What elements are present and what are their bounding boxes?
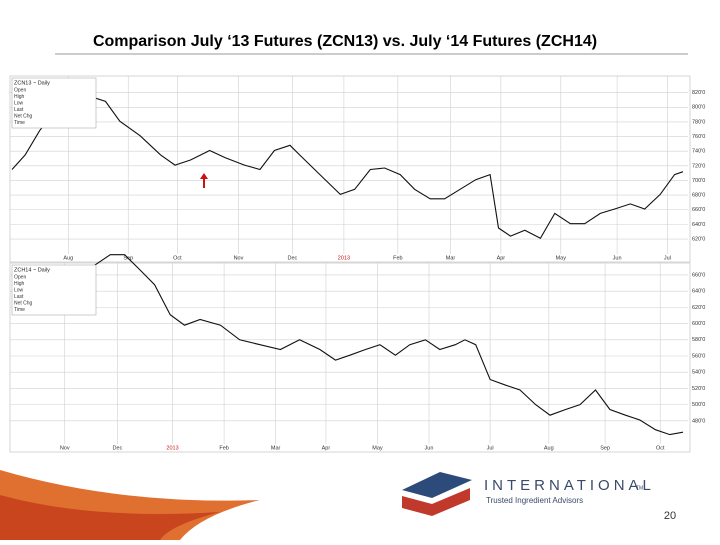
info-title: ZCN13 ~ Daily [14, 80, 50, 86]
info-field: Time [14, 307, 25, 313]
charts: 820'0 800'0 780'0 760'0 740'0 720'0 700'0 680'0… [9, 75, 705, 453]
info-field: High [14, 281, 25, 287]
x-tick-label: Jul [664, 255, 671, 261]
x-tick-label: Dec [113, 445, 123, 451]
info-field: Time [14, 120, 25, 126]
y-tick-label: 540'0 [692, 370, 705, 376]
info-field: Open [14, 274, 26, 280]
price-line [94, 254, 684, 436]
y-tick-label: 660'0 [692, 207, 705, 213]
y-tick-label: 480'0 [692, 418, 705, 424]
page-number: 20 [664, 510, 676, 522]
logo-mark-red [402, 488, 470, 516]
x-tick-label: Nov [60, 445, 70, 451]
x-tick-label: 2013 [338, 255, 350, 261]
y-tick-label: 620'0 [692, 305, 705, 311]
logo-tagline: Trusted Ingredient Advisors [486, 496, 583, 505]
logo-name: INTERNATIONAL [484, 477, 655, 494]
x-tick-label: Feb [393, 255, 402, 261]
y-tick-label: 500'0 [692, 402, 705, 408]
y-tick-label: 520'0 [692, 386, 705, 392]
x-tick-label: Dec [287, 255, 297, 261]
y-tick-label: 640'0 [692, 289, 705, 295]
info-field: Net Chg [14, 300, 33, 306]
logo-mark-blue [402, 472, 472, 498]
x-tick-label: Aug [63, 255, 73, 261]
y-tick-label: 560'0 [692, 353, 705, 359]
x-tick-label: 2013 [166, 445, 178, 451]
y-tick-label: 740'0 [692, 149, 705, 155]
info-title: ZCH14 ~ Daily [14, 267, 50, 273]
y-tick-label: 760'0 [692, 134, 705, 140]
info-field: High [14, 94, 25, 100]
x-tick-label: Nov [234, 255, 244, 261]
swoosh-dark [0, 495, 220, 540]
x-tick-label: Sep [600, 445, 610, 451]
x-tick-label: Oct [173, 255, 182, 261]
x-tick-label: Jun [613, 255, 622, 261]
plot-area [9, 262, 691, 453]
info-field: Last [14, 294, 24, 300]
info-box [11, 77, 97, 129]
slide-title: Comparison July ‘13 Futures (ZCN13) vs. … [93, 33, 597, 50]
info-field: Open [14, 87, 26, 93]
y-tick-label: 680'0 [692, 193, 705, 199]
x-tick-label: May [556, 255, 567, 261]
x-tick-label: Mar [446, 255, 456, 261]
y-tick-label: 600'0 [692, 321, 705, 327]
info-field: Low [14, 100, 24, 106]
x-tick-label: Feb [219, 445, 228, 451]
plot-area [9, 75, 691, 263]
y-tick-label: 780'0 [692, 119, 705, 125]
x-tick-label: Jun [425, 445, 434, 451]
annotation-arrow [200, 173, 208, 188]
y-tick-label: 820'0 [692, 90, 705, 96]
info-box [11, 264, 97, 316]
y-tick-label: 640'0 [692, 222, 705, 228]
y-tick-label: 800'0 [692, 105, 705, 111]
info-field: Low [14, 287, 24, 293]
x-tick-label: Aug [544, 445, 554, 451]
x-tick-label: Apr [322, 445, 331, 451]
price-line [11, 95, 684, 240]
logo-tm: TM [636, 485, 643, 491]
x-tick-label: Oct [656, 445, 665, 451]
y-tick-label: 700'0 [692, 178, 705, 184]
y-tick-label: 720'0 [692, 163, 705, 169]
y-tick-label: 620'0 [692, 236, 705, 242]
x-tick-label: Mar [271, 445, 281, 451]
x-tick-label: Jul [487, 445, 494, 451]
y-tick-label: 580'0 [692, 337, 705, 343]
x-tick-label: Apr [497, 255, 506, 261]
info-field: Last [14, 107, 24, 113]
y-tick-label: 660'0 [692, 272, 705, 278]
info-field: Net Chg [14, 113, 33, 119]
x-tick-label: May [372, 445, 383, 451]
